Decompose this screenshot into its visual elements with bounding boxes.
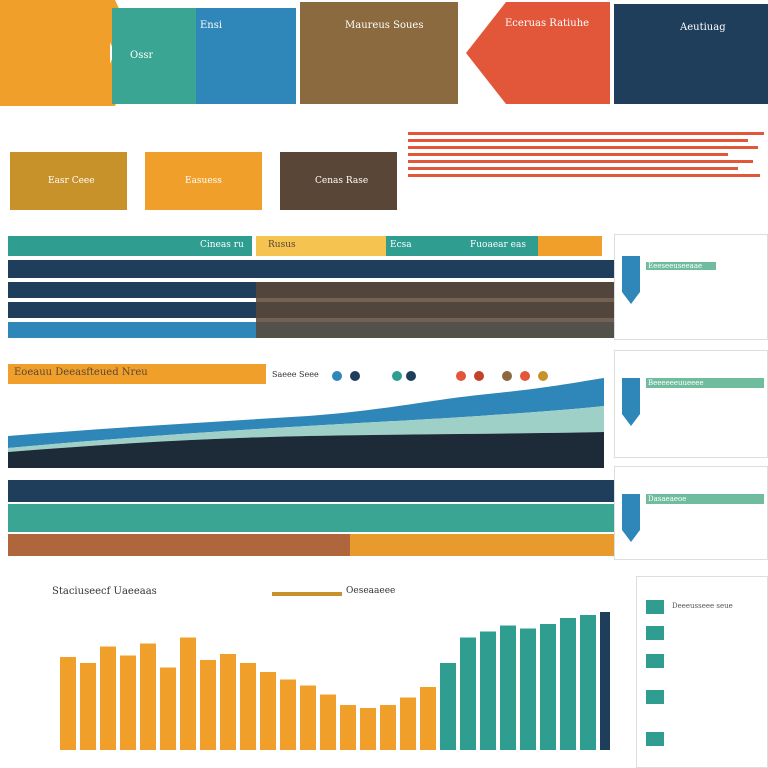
band-orange-overlay <box>350 534 614 556</box>
bar <box>420 687 436 750</box>
ribbon-label-1: Cineas ru <box>200 240 244 250</box>
wave-title-bar <box>8 364 266 384</box>
dot-navy-2 <box>406 371 416 381</box>
wave-small-label: Saeee Seee <box>272 370 319 379</box>
bar <box>300 685 316 750</box>
ribbon-header-orange <box>538 236 602 256</box>
banner-navy <box>614 4 768 104</box>
sidebar-square-5 <box>646 732 664 746</box>
banner-1-label: Ossr <box>130 50 154 61</box>
bar-chart-title: Staciuseecf Uaeeaas <box>52 586 157 597</box>
bar <box>80 663 96 750</box>
bar <box>480 631 496 750</box>
dot-teal <box>332 371 342 381</box>
ribbon-overlay-brown <box>256 282 614 338</box>
card-3-label: Cenas Rase <box>315 176 369 186</box>
legend-line-orange <box>272 592 342 596</box>
banner-red-arrow <box>466 2 610 104</box>
ribbon-header-teal-2 <box>386 236 538 256</box>
banner-3-label: Maureus Soues <box>345 20 424 31</box>
bar-chart-legend: Oeseaaeee <box>346 586 396 596</box>
card-darkbrown <box>280 152 397 210</box>
banner-5-label: Aeutiuag <box>680 22 726 33</box>
sidebar-panel-3-label: Dasaeaeoe <box>648 495 687 503</box>
sidebar-square-3 <box>646 654 664 668</box>
bar <box>140 643 156 750</box>
dot-red-2 <box>474 371 484 381</box>
band-teal <box>8 504 614 532</box>
red-list-panel <box>408 128 766 212</box>
sidebar-bar-green <box>646 262 716 270</box>
sidebar-panel-1-label: Eeeseeuseeaae <box>648 262 703 270</box>
dot-teal-2 <box>392 371 402 381</box>
ribbon-row-1 <box>8 260 614 278</box>
dot-orange <box>538 371 548 381</box>
dot-brown <box>502 371 512 381</box>
bar <box>320 694 336 750</box>
wave-area-chart <box>8 378 604 468</box>
bar <box>380 705 396 750</box>
bar <box>560 618 576 750</box>
bar <box>580 615 596 750</box>
card-1-label: Easr Ceee <box>48 176 95 186</box>
wave-title: Eoeauu Deeasfteued Nreu <box>14 367 148 378</box>
sidebar-bar-green-2 <box>646 378 764 388</box>
bar <box>120 655 136 750</box>
banner-brown <box>300 2 458 104</box>
bar <box>600 612 610 750</box>
dot-navy <box>350 371 360 381</box>
bar <box>540 624 556 750</box>
bar <box>520 628 536 750</box>
legend-dots <box>332 371 562 383</box>
bar <box>500 625 516 750</box>
bar <box>100 646 116 750</box>
bar <box>440 663 456 750</box>
band-navy <box>8 480 614 502</box>
bar <box>400 697 416 750</box>
bar <box>180 637 196 750</box>
bar-chart <box>60 612 610 750</box>
bar <box>260 672 276 750</box>
sidebar-panel-4-label: Deeeusseee seue <box>672 602 733 610</box>
banner-orange <box>0 0 110 106</box>
sidebar-square-1 <box>646 600 664 614</box>
dot-red-3 <box>520 371 530 381</box>
card-orange <box>145 152 262 210</box>
banner-4-label: Eceruas Ratiuhe <box>505 18 590 29</box>
dot-red <box>456 371 466 381</box>
ribbon-label-2: Rusus <box>268 240 296 250</box>
bar <box>340 705 356 750</box>
sidebar-square-4 <box>646 690 664 704</box>
card-mustard <box>10 152 127 210</box>
bar <box>200 660 216 750</box>
ribbon-label-4: Fuoaear eas <box>470 240 526 250</box>
sidebar-square-2 <box>646 626 664 640</box>
bar <box>60 657 76 750</box>
banner-blue <box>196 8 296 104</box>
shield-icon <box>622 256 640 304</box>
sidebar-bar-green-3 <box>646 494 764 504</box>
bar <box>160 667 176 750</box>
bar <box>360 708 376 750</box>
sidebar-panel-2-label: Beeeeeeuueeee <box>648 379 704 387</box>
banner-teal <box>112 8 196 104</box>
bar <box>220 654 236 750</box>
shield-icon-2 <box>622 378 640 426</box>
ribbon-header-teal <box>8 236 252 256</box>
bar <box>460 637 476 750</box>
shield-icon-3 <box>622 494 640 542</box>
banner-2-label: Ensi <box>200 20 223 31</box>
ribbon-label-3: Ecsa <box>390 240 412 250</box>
bar <box>280 679 296 750</box>
bar <box>240 663 256 750</box>
card-2-label: Easuess <box>185 176 222 186</box>
ribbon-header-yellow <box>256 236 386 256</box>
